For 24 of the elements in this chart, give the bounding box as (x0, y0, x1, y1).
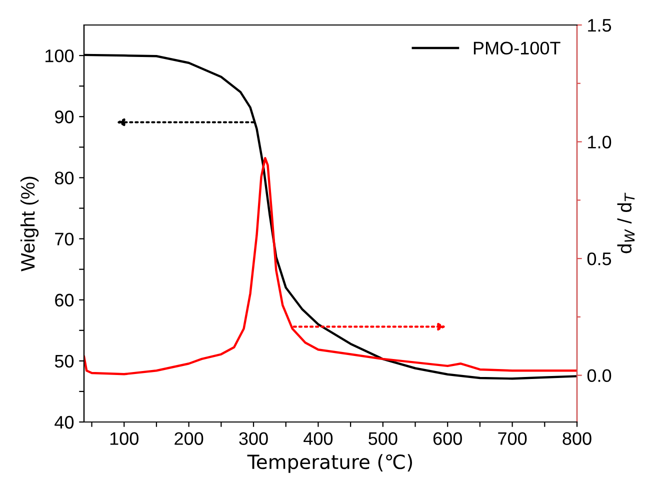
x-tick-label: 200 (174, 432, 204, 445)
x-tick-label: 500 (368, 432, 398, 445)
x-tick-label: 400 (304, 432, 333, 445)
x-tick-label: 300 (239, 432, 268, 445)
x-tick-label: 700 (498, 432, 527, 445)
y-tick-label: 60 (55, 294, 74, 307)
y-tick-label: 100 (46, 49, 74, 62)
x-tick-label: 600 (433, 432, 462, 445)
y-tick-label: 50 (54, 354, 74, 368)
x-tick-label: 800 (562, 432, 592, 445)
y2-tick-label: 1.5 (588, 19, 612, 32)
legend-label: PMO-100T (474, 42, 560, 55)
x-axis-title: Temperature (℃) (247, 454, 412, 473)
y-tick-label: 80 (54, 172, 74, 184)
line-series (84, 157, 577, 376)
y2-tick-label: 0.0 (587, 369, 612, 382)
y-tick-label: 90 (55, 110, 74, 124)
y-axis-title: Weight (%) (20, 176, 39, 272)
y2-tick-label: 1.0 (588, 136, 612, 148)
x-tick-label: 100 (110, 432, 138, 445)
y2-tick-label: 0.5 (587, 252, 612, 266)
y-tick-label: 40 (54, 416, 74, 429)
y-tick-label: 70 (55, 232, 74, 246)
y2-axis-title: d$_{W}$ / d$_{T}$ (617, 192, 635, 254)
